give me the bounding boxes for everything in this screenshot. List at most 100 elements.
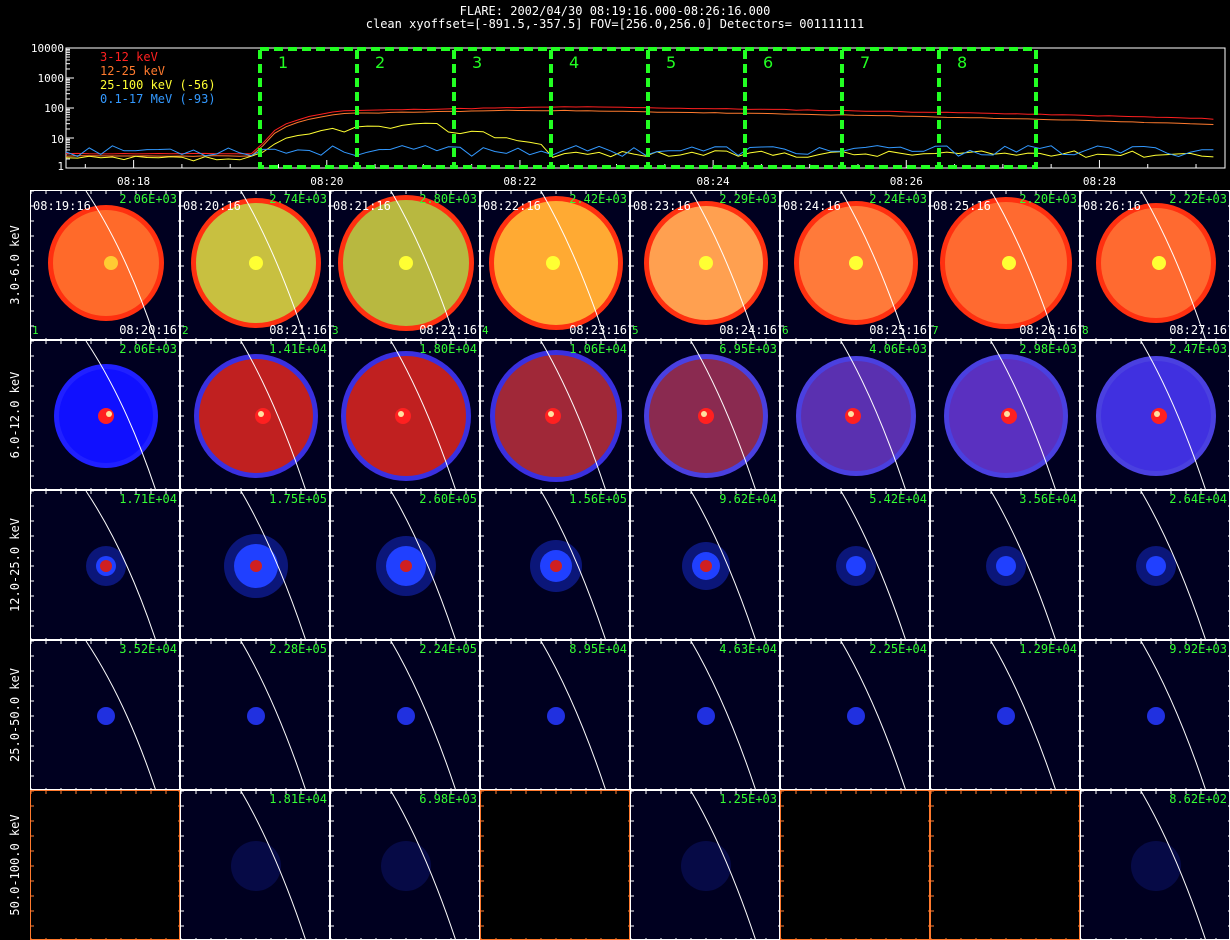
interval-start-time: 08:25:16 [933, 199, 991, 213]
interval-number: 4 [569, 53, 579, 72]
image-canvas [631, 791, 779, 939]
y-tick-label: 1 [57, 160, 64, 173]
solar-limb-line [1140, 641, 1206, 789]
image-cell: 2.24E+03 08:24:16 08:25:16 6 [780, 190, 930, 340]
image-cell: 5.42E+04 [780, 490, 930, 640]
peak-value: 2.80E+03 [419, 192, 477, 206]
interval-end-time: 08:21:16 [269, 323, 327, 337]
source-core [849, 256, 863, 270]
solar-limb-line [690, 791, 756, 939]
image-cell: 2.20E+03 08:25:16 08:26:16 7 [930, 190, 1080, 340]
image-canvas [1081, 191, 1229, 339]
image-cell [930, 790, 1080, 940]
interval-number: 7 [860, 53, 870, 72]
energy-band-text: 3.0-6.0 keV [8, 225, 22, 305]
lightcurve-panel: 10000 1000 100 10 1 08:18 08:20 08:22 08:24… [0, 40, 1230, 190]
interval-number: 5 [666, 53, 676, 72]
peak-value: 2.74E+03 [269, 192, 327, 206]
source-core [250, 560, 262, 572]
legend-entry-3-12kev: 3-12 keV [100, 50, 158, 64]
solar-limb-line [390, 791, 456, 939]
image-canvas [481, 341, 629, 489]
solar-limb-line [85, 341, 156, 489]
solar-limb-line [240, 491, 306, 639]
solar-limb-line [840, 641, 906, 789]
image-canvas [181, 341, 329, 489]
source-blob [996, 556, 1016, 576]
lightcurve-plot: 08:18 08:20 08:22 08:24 08:26 08:28 1 2 3 4 5 6 7 8 [65, 47, 1226, 188]
image-cell: 3.52E+04 [30, 640, 180, 790]
source-core [700, 560, 712, 572]
source-blob [697, 707, 715, 725]
source-core [699, 256, 713, 270]
interval-start-time: 08:26:16 [1083, 199, 1141, 213]
interval-number: 8 [957, 53, 967, 72]
peak-value: 8.95E+04 [569, 642, 627, 656]
peak-value: 3.52E+04 [119, 642, 177, 656]
legend-entry-12-25kev: 12-25 keV [100, 64, 166, 78]
peak-value: 8.62E+02 [1169, 792, 1227, 806]
image-cell: 2.47E+03 [1080, 340, 1230, 490]
energy-band-label: 6.0-12.0 keV [0, 340, 30, 490]
image-canvas [331, 791, 479, 939]
interval-index: 5 [632, 324, 639, 337]
peak-value: 1.80E+04 [419, 342, 477, 356]
source-core [399, 256, 413, 270]
image-cell: 1.06E+04 [480, 340, 630, 490]
image-cell: 2.06E+03 08:19:16 08:20:16 1 [30, 190, 180, 340]
interval-index: 4 [482, 324, 489, 337]
image-cell: 8.62E+02 [1080, 790, 1230, 940]
solar-limb-line [1140, 491, 1206, 639]
source-peak [848, 411, 854, 417]
image-cell: 6.95E+03 [630, 340, 780, 490]
energy-band-label: 3.0-6.0 keV [0, 190, 30, 340]
energy-band-label: 12.0-25.0 keV [0, 490, 30, 640]
image-canvas [331, 641, 479, 789]
image-canvas [1081, 641, 1229, 789]
peak-value: 4.63E+04 [719, 642, 777, 656]
interval-box-7 [840, 47, 941, 169]
source-blob [1146, 556, 1166, 576]
x-tick-label: 08:22 [503, 175, 536, 188]
peak-value: 2.22E+03 [1169, 192, 1227, 206]
image-cell: 2.28E+05 [180, 640, 330, 790]
peak-value: 4.06E+03 [869, 342, 927, 356]
interval-index: 3 [332, 324, 339, 337]
interval-index: 8 [1082, 324, 1089, 337]
solar-limb-line [540, 491, 606, 639]
peak-value: 5.42E+04 [869, 492, 927, 506]
curve-12-25kev [65, 109, 1214, 157]
image-cell: 1.71E+04 [30, 490, 180, 640]
image-cell: 8.95E+04 [480, 640, 630, 790]
image-canvas [631, 491, 779, 639]
source-blob [846, 556, 866, 576]
source-core [98, 408, 114, 424]
peak-value: 2.64E+04 [1169, 492, 1227, 506]
image-cell: 1.41E+04 [180, 340, 330, 490]
image-canvas [781, 491, 929, 639]
peak-value: 2.60E+05 [419, 492, 477, 506]
image-canvas [31, 341, 179, 489]
peak-value: 2.24E+05 [419, 642, 477, 656]
solar-limb-line [840, 341, 906, 489]
y-tick-label: 10000 [30, 42, 64, 55]
image-cell: 1.80E+04 [330, 340, 480, 490]
interval-end-time: 08:26:16 [1019, 323, 1077, 337]
y-tick-label: 10 [50, 133, 64, 146]
interval-number: 3 [472, 53, 482, 72]
image-canvas [1081, 491, 1229, 639]
peak-value: 2.47E+03 [1169, 342, 1227, 356]
image-canvas [1081, 341, 1229, 489]
interval-index: 1 [32, 324, 39, 337]
solar-limb-line [240, 191, 306, 339]
source-blob [547, 707, 565, 725]
faint-emission [381, 841, 431, 891]
image-cell: 4.63E+04 [630, 640, 780, 790]
image-cell: 1.25E+03 [630, 790, 780, 940]
energy-band-text: 12.0-25.0 keV [8, 518, 22, 612]
peak-value: 6.98E+03 [419, 792, 477, 806]
x-tick-label: 08:28 [1083, 175, 1116, 188]
legend-entry-0.1-17mev: 0.1-17 MeV (-93) [100, 92, 216, 106]
source-blob [397, 707, 415, 725]
image-canvas [31, 191, 179, 339]
